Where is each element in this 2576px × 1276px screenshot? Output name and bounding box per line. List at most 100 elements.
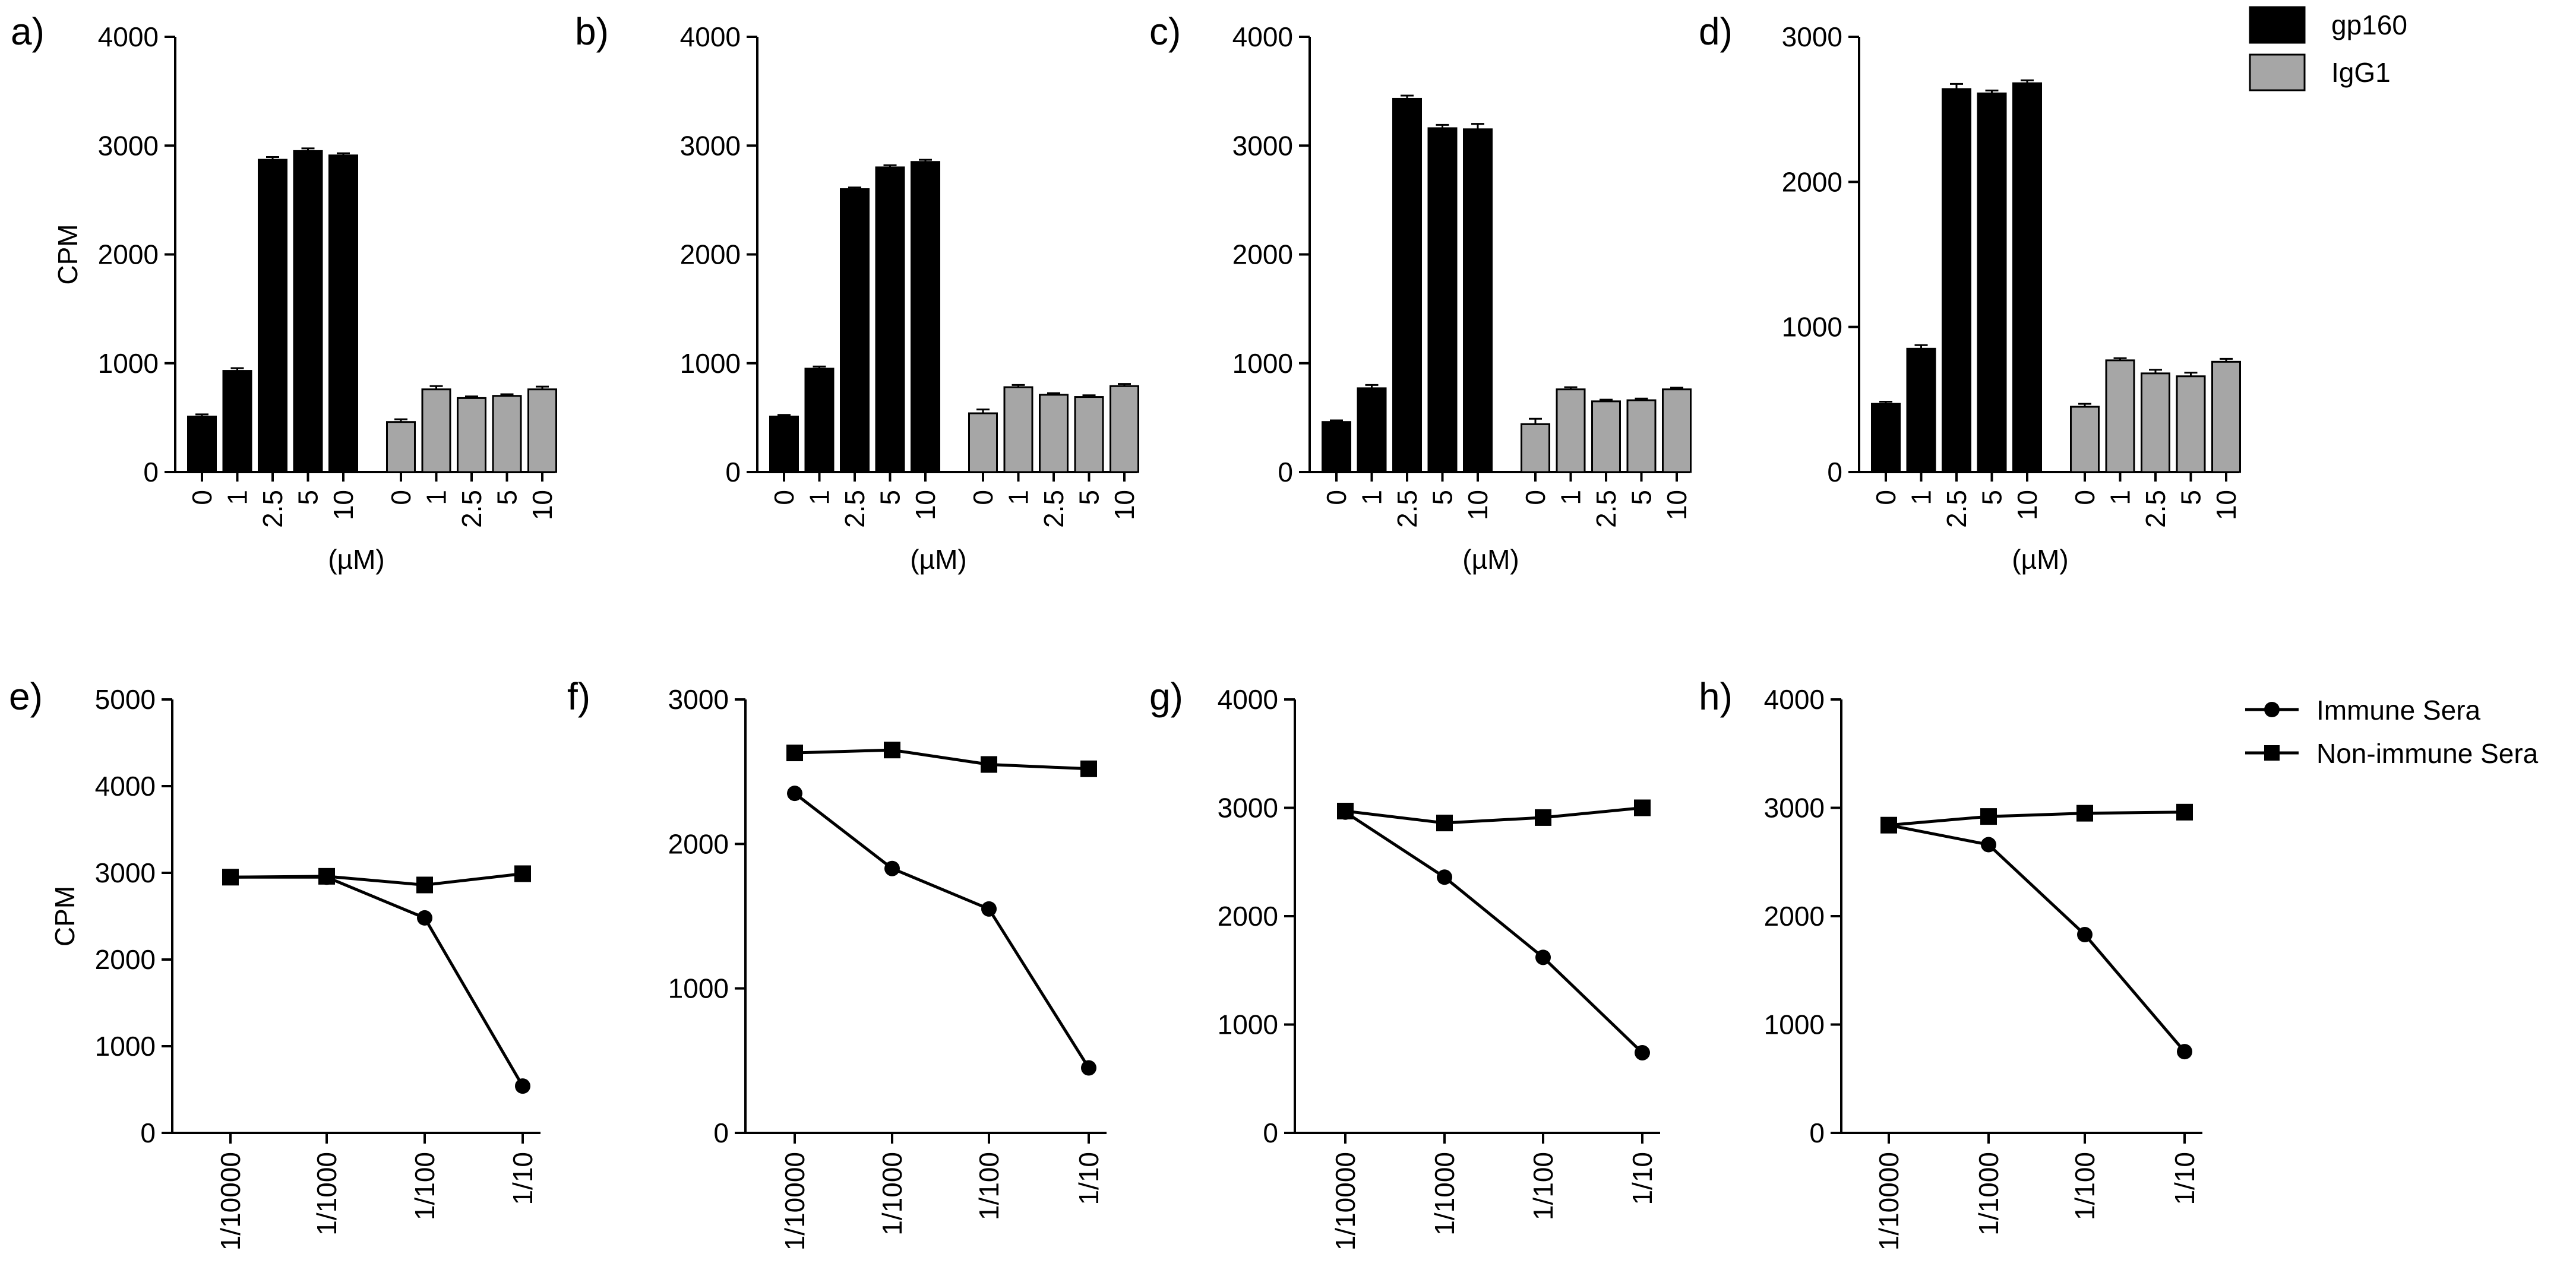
point-nonimmune xyxy=(1535,809,1551,826)
y-tick-label: 4000 xyxy=(680,21,741,52)
bar-igg1-5 xyxy=(492,395,522,473)
x-tick-label: 1/10 xyxy=(1073,1152,1104,1205)
x-tick-label: 1/1000 xyxy=(1429,1152,1460,1236)
legend-label-immune: Immune Sera xyxy=(2316,695,2481,726)
point-immune xyxy=(884,860,900,876)
point-nonimmune xyxy=(1080,760,1097,777)
x-tick-label: 0 xyxy=(1321,490,1352,505)
y-tick-label: 1000 xyxy=(98,348,159,379)
x-tick-label: 1 xyxy=(1906,490,1937,505)
y-tick-label: 2000 xyxy=(668,828,729,859)
panel-label: g) xyxy=(1149,675,1183,718)
bar-igg1-0 xyxy=(968,412,998,473)
panel-label: f) xyxy=(567,675,590,718)
y-tick-label: 1000 xyxy=(1782,312,1842,343)
legend-label-igg1: IgG1 xyxy=(2331,57,2391,88)
x-tick-label: 1/10 xyxy=(1627,1152,1658,1205)
panel-label: d) xyxy=(1699,10,1733,53)
series-line-nonimmune xyxy=(1345,806,1643,825)
bar-igg1-10 xyxy=(527,388,557,473)
series-line-immune xyxy=(1344,810,1643,1054)
x-tick-label: 10 xyxy=(1109,490,1140,520)
bar-gp160-1 xyxy=(222,370,252,473)
x-tick-label: 10 xyxy=(910,490,941,520)
bar-gp160-10 xyxy=(328,154,358,473)
bar-gp160-2.5 xyxy=(840,188,870,473)
y-tick-label: 1000 xyxy=(1232,348,1293,379)
bar-gp160-2.5 xyxy=(1392,97,1422,473)
point-immune xyxy=(1635,1044,1650,1060)
bar-gp160-5 xyxy=(875,166,905,473)
point-nonimmune xyxy=(514,865,531,882)
bar-igg1-10 xyxy=(2211,360,2241,473)
legend-swatch-gp160 xyxy=(2249,6,2306,44)
x-tick-label: 1/10 xyxy=(2169,1152,2200,1205)
y-tick-label: 3000 xyxy=(98,130,159,161)
x-tick-label: 2.5 xyxy=(839,490,870,528)
y-tick-label: 5000 xyxy=(95,684,156,715)
legend-label-gp160: gp160 xyxy=(2331,10,2407,40)
panel-label: c) xyxy=(1149,10,1181,53)
bar-gp160-2.5 xyxy=(258,159,287,473)
series-line-nonimmune xyxy=(230,872,523,886)
x-tick-label: 1/10000 xyxy=(779,1152,810,1250)
bar-gp160-2.5 xyxy=(1942,88,1971,473)
point-immune xyxy=(981,901,997,917)
x-tick-label: 1/10000 xyxy=(215,1152,246,1250)
x-tick-label: 1 xyxy=(2105,490,2136,505)
x-tick-label: 1 xyxy=(222,490,253,505)
point-immune xyxy=(1081,1060,1096,1076)
series-line-nonimmune xyxy=(1888,810,2185,827)
y-tick-label: 4000 xyxy=(1764,684,1825,715)
x-tick-label: 1/100 xyxy=(1528,1152,1559,1220)
y-tick-label: 0 xyxy=(1263,1117,1278,1148)
y-tick-label: 0 xyxy=(725,457,741,487)
x-tick-label: 10 xyxy=(2211,490,2242,520)
y-tick-label: 3000 xyxy=(95,857,156,888)
x-tick-label: 5 xyxy=(875,490,906,505)
x-tick-label: 0 xyxy=(1520,490,1551,505)
panel-label: h) xyxy=(1699,675,1733,718)
series-line-immune xyxy=(1888,824,2186,1053)
x-tick-label: 5 xyxy=(2176,490,2207,505)
x-tick-label: 1 xyxy=(1556,490,1586,505)
x-tick-label: 1/10000 xyxy=(1330,1152,1361,1250)
series-line-immune xyxy=(794,792,1091,1069)
point-nonimmune xyxy=(2076,805,2093,822)
x-tick-label: 1/10000 xyxy=(1873,1152,1904,1250)
x-tick-label: 1 xyxy=(804,490,835,505)
x-axis-title: (µM) xyxy=(1462,544,1519,575)
x-axis-title: (µM) xyxy=(910,544,966,575)
x-tick-label: 5 xyxy=(492,490,523,505)
line-chart-3: g) 0 1000 2000 3000 4000 1/10000 1/1000 1/100 1/1… xyxy=(1149,675,1660,1250)
bar-gp160-0 xyxy=(1322,421,1351,473)
x-tick-label: 2.5 xyxy=(1392,490,1423,528)
bar-igg1-2.5 xyxy=(457,397,486,473)
bar-igg1-10 xyxy=(1662,388,1692,473)
legend-marker-nonimmune xyxy=(2264,745,2280,761)
y-tick-label: 4000 xyxy=(95,771,156,802)
bar-igg1-2.5 xyxy=(1591,400,1621,473)
bar-gp160-0 xyxy=(187,416,217,473)
y-tick-label: 0 xyxy=(140,1117,156,1148)
series-line-immune xyxy=(230,875,524,1087)
point-immune xyxy=(1535,949,1551,965)
y-tick-label: 3000 xyxy=(1764,793,1825,824)
x-tick-label: 2.5 xyxy=(257,490,288,528)
y-axis-title: CPM xyxy=(52,224,83,284)
x-tick-label: 2.5 xyxy=(1941,490,1972,528)
y-tick-label: 0 xyxy=(1827,457,1842,487)
bar-igg1-0 xyxy=(386,421,416,473)
x-tick-label: 10 xyxy=(527,490,558,520)
bar-igg1-1 xyxy=(1556,388,1586,473)
bar-gp160-0 xyxy=(1871,403,1901,473)
x-tick-label: 2.5 xyxy=(1591,490,1622,528)
x-tick-label: 0 xyxy=(385,490,416,505)
point-immune xyxy=(787,786,802,802)
point-nonimmune xyxy=(786,745,803,762)
x-tick-label: 0 xyxy=(1870,490,1901,505)
